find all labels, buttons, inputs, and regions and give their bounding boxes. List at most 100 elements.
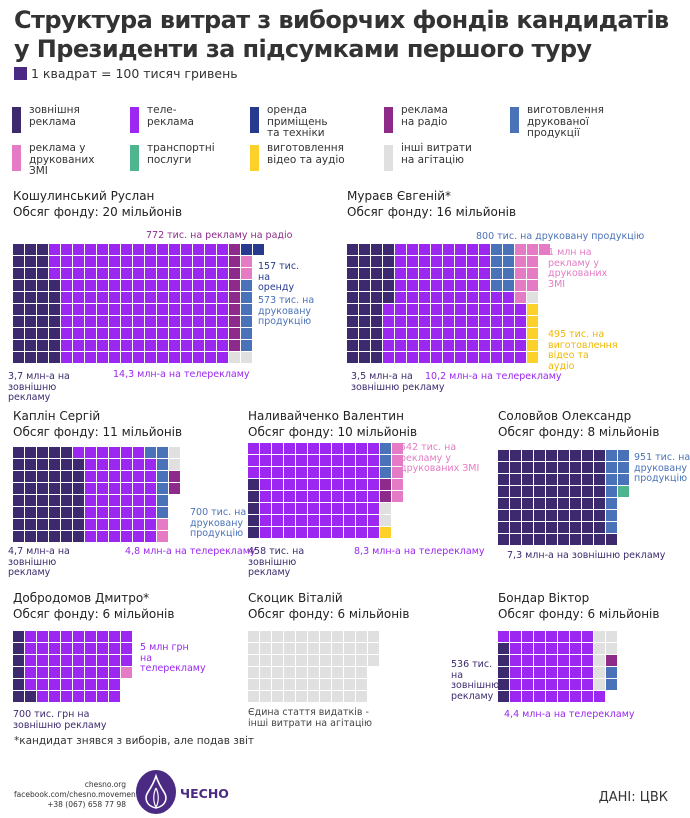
waffle-cell — [392, 455, 403, 466]
waffle-cell — [253, 244, 264, 255]
waffle-cell — [133, 316, 144, 327]
waffle-cell — [25, 304, 36, 315]
waffle-cell — [229, 256, 240, 267]
waffle-cell — [260, 527, 271, 538]
waffle-cell — [25, 328, 36, 339]
waffle-cell — [49, 483, 60, 494]
waffle-cell — [49, 495, 60, 506]
waffle-cell — [109, 352, 120, 363]
contact-facebook[interactable]: facebook.com/chesno.movement — [14, 790, 139, 799]
waffle-cell — [479, 256, 490, 267]
contact-website[interactable]: chesno.org — [84, 780, 126, 789]
waffle-cell — [383, 280, 394, 291]
waffle-cell — [85, 643, 96, 654]
waffle-cell — [443, 304, 454, 315]
waffle-cell — [260, 643, 271, 654]
waffle-cell — [121, 256, 132, 267]
waffle-cell — [25, 292, 36, 303]
waffle-cell — [109, 340, 120, 351]
waffle-cell — [419, 352, 430, 363]
waffle-cell — [606, 534, 617, 545]
waffle-cell — [193, 316, 204, 327]
waffle-cell — [25, 519, 36, 530]
waffle-cell — [241, 268, 252, 279]
waffle-cell — [49, 631, 60, 642]
waffle-cell — [217, 352, 228, 363]
annotation-label: 495 тис. на виготовлення відео та аудіо — [548, 329, 618, 372]
waffle-cell — [121, 495, 132, 506]
waffle-cell — [618, 486, 629, 497]
waffle-cell — [320, 467, 331, 478]
waffle-cell — [241, 244, 252, 255]
waffle-cell — [618, 474, 629, 485]
fund-size: Обсяг фонду: 16 мільйонів — [347, 205, 517, 219]
waffle-cell — [25, 643, 36, 654]
waffle-cell — [248, 479, 259, 490]
waffle-cell — [85, 292, 96, 303]
waffle-cell — [368, 631, 379, 642]
waffle-cell — [479, 280, 490, 291]
waffle-cell — [85, 483, 96, 494]
candidate-name: Скоцик Віталій — [248, 591, 343, 605]
waffle-cell — [37, 519, 48, 530]
waffle-cell — [359, 280, 370, 291]
annotation-label: 542 тис. на рекламу у друкованих ЗМІ — [400, 442, 480, 474]
legend-label: зовнішня реклама — [29, 104, 139, 128]
annotation-label: 800 тис. на друковану продукцію — [476, 231, 645, 242]
waffle-cell — [356, 527, 367, 538]
waffle-cell — [308, 443, 319, 454]
waffle-cell — [260, 515, 271, 526]
waffle-cell — [491, 244, 502, 255]
waffle-cell — [37, 679, 48, 690]
waffle-cell — [419, 328, 430, 339]
waffle-cell — [527, 292, 538, 303]
unit-square-icon — [14, 67, 27, 80]
waffle-cell — [546, 474, 557, 485]
waffle-cell — [371, 352, 382, 363]
annotation-label: 4,4 млн-а на телерекламу — [504, 709, 635, 720]
waffle-cell — [272, 515, 283, 526]
legend-label: транспортні послуги — [147, 142, 257, 166]
annotation-label: 3,7 млн-а на зовнішню рекламу — [8, 371, 70, 403]
waffle-cell — [193, 340, 204, 351]
waffle-cell — [25, 667, 36, 678]
waffle-cell — [157, 483, 168, 494]
waffle-cell — [109, 643, 120, 654]
waffle-cell — [37, 483, 48, 494]
waffle-cell — [534, 474, 545, 485]
waffle-cell — [97, 328, 108, 339]
waffle-cell — [296, 503, 307, 514]
waffle-cell — [13, 316, 24, 327]
waffle-cell — [383, 328, 394, 339]
waffle-cell — [558, 450, 569, 461]
waffle-cell — [284, 503, 295, 514]
waffle-cell — [347, 256, 358, 267]
waffle-cell — [392, 467, 403, 478]
waffle-cell — [371, 268, 382, 279]
waffle-cell — [320, 443, 331, 454]
waffle-cell — [510, 643, 521, 654]
waffle-cell — [498, 510, 509, 521]
waffle-cell — [205, 268, 216, 279]
waffle-cell — [344, 455, 355, 466]
waffle-cell — [359, 340, 370, 351]
waffle-cell — [284, 491, 295, 502]
waffle-cell — [85, 495, 96, 506]
waffle-cell — [546, 450, 557, 461]
waffle-cell — [169, 268, 180, 279]
waffle-cell — [368, 455, 379, 466]
waffle-cell — [392, 491, 403, 502]
waffle-cell — [97, 304, 108, 315]
waffle-cell — [284, 467, 295, 478]
waffle-cell — [383, 352, 394, 363]
waffle-cell — [515, 292, 526, 303]
waffle-cell — [109, 328, 120, 339]
waffle-cell — [157, 471, 168, 482]
waffle-cell — [61, 519, 72, 530]
legend-label-line: виготовлення — [267, 142, 344, 154]
waffle-cell — [395, 316, 406, 327]
waffle-cell — [109, 519, 120, 530]
waffle-cell — [296, 443, 307, 454]
waffle-cell — [97, 679, 108, 690]
waffle-cell — [558, 691, 569, 702]
